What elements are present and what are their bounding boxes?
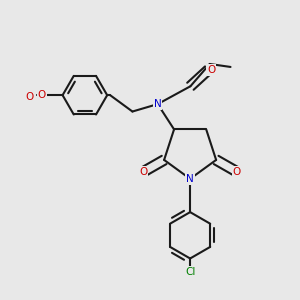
Text: O: O (25, 92, 33, 102)
Text: O: O (38, 90, 46, 100)
Text: O: O (207, 65, 215, 75)
Text: O: O (233, 167, 241, 177)
Text: Cl: Cl (185, 267, 195, 277)
Text: N: N (186, 174, 194, 184)
Text: O: O (139, 167, 147, 177)
Text: N: N (154, 99, 162, 109)
